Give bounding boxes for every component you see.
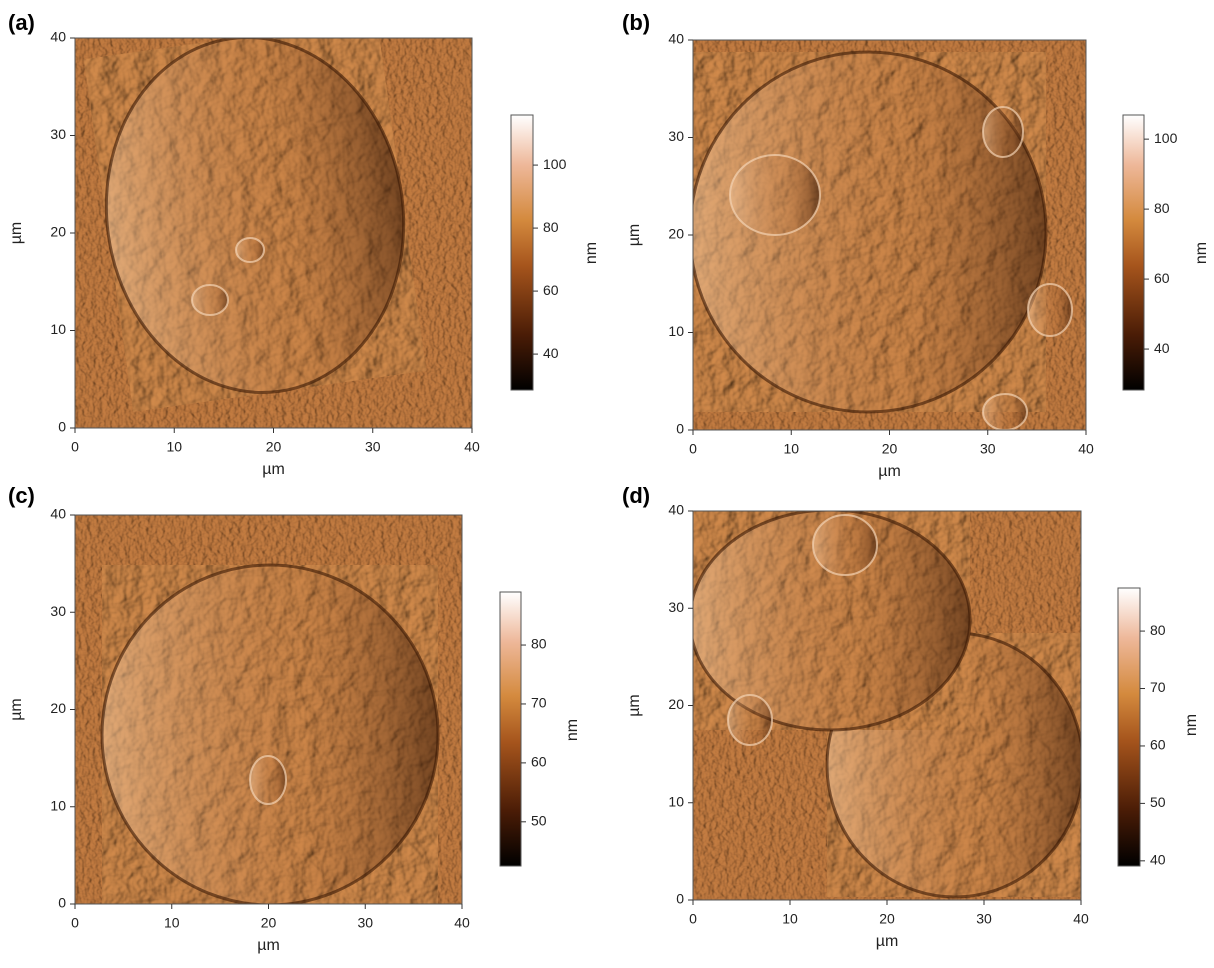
- blob: [728, 695, 772, 745]
- colorbar: [500, 592, 521, 866]
- x-axis-label: µm: [262, 461, 285, 478]
- afm-image: [75, 18, 472, 428]
- y-tick-label: 0: [676, 421, 684, 437]
- x-tick-label: 30: [980, 441, 996, 457]
- colorbar-tick-label: 100: [543, 156, 567, 172]
- y-tick-label: 10: [668, 323, 684, 339]
- colorbar-tick-label: 60: [531, 754, 547, 770]
- colorbar-tick-label: 80: [543, 219, 559, 235]
- colorbar-tick-label: 60: [1154, 270, 1170, 286]
- colorbar-tick-label: 80: [1154, 200, 1170, 216]
- colorbar-tick-label: 80: [531, 636, 547, 652]
- colorbar-tick-label: 60: [543, 282, 559, 298]
- y-axis-label: µm: [626, 224, 643, 247]
- colorbar-label: nm: [564, 719, 581, 741]
- colorbar-label: nm: [1183, 714, 1200, 736]
- colorbar-tick-label: 40: [543, 345, 559, 361]
- y-tick-label: 40: [668, 502, 684, 518]
- y-axis-label: µm: [626, 694, 643, 717]
- y-tick-label: 20: [50, 700, 66, 716]
- x-tick-label: 10: [166, 439, 182, 455]
- colorbar-tick-label: 80: [1150, 622, 1166, 638]
- x-tick-label: 20: [261, 915, 277, 931]
- x-tick-label: 10: [782, 911, 798, 927]
- panel-label: (d): [622, 483, 650, 508]
- afm-image: [690, 40, 1086, 430]
- y-axis-label: µm: [8, 698, 25, 721]
- y-tick-label: 40: [668, 31, 684, 47]
- blob: [250, 756, 286, 804]
- x-tick-label: 10: [164, 915, 180, 931]
- y-tick-label: 40: [50, 29, 66, 45]
- y-axis-label: µm: [8, 222, 25, 245]
- x-tick-label: 20: [879, 911, 895, 927]
- panel-label: (a): [8, 10, 35, 35]
- x-tick-label: 40: [1073, 911, 1089, 927]
- y-tick-label: 20: [50, 224, 66, 240]
- colorbar-tick-label: 50: [1150, 794, 1166, 810]
- colorbar-tick-label: 100: [1154, 130, 1178, 146]
- x-tick-label: 40: [454, 915, 470, 931]
- blob: [983, 394, 1027, 430]
- x-tick-label: 30: [357, 915, 373, 931]
- x-tick-label: 0: [689, 911, 697, 927]
- x-tick-label: 10: [783, 441, 799, 457]
- colorbar-tick-label: 50: [531, 813, 547, 829]
- colorbar-tick-label: 40: [1154, 340, 1170, 356]
- x-tick-label: 0: [71, 439, 79, 455]
- x-axis-label: µm: [257, 937, 280, 954]
- y-tick-label: 0: [58, 895, 66, 911]
- blob: [813, 515, 877, 575]
- colorbar: [511, 115, 533, 390]
- y-tick-label: 10: [668, 793, 684, 809]
- x-tick-label: 0: [71, 915, 79, 931]
- cell-shade: [102, 565, 438, 905]
- page: 010203040010203040µmµm(a)406080100nm0102…: [0, 0, 1214, 968]
- colorbar: [1123, 115, 1144, 390]
- y-tick-label: 30: [668, 599, 684, 615]
- x-tick-label: 0: [689, 441, 697, 457]
- afm-image: [690, 510, 1083, 900]
- panel-label: (c): [8, 483, 35, 508]
- colorbar-label: nm: [583, 242, 600, 264]
- y-tick-label: 40: [50, 506, 66, 522]
- figure: 010203040010203040µmµm(a)406080100nm0102…: [0, 0, 1214, 963]
- blob: [730, 155, 820, 235]
- y-tick-label: 10: [50, 797, 66, 813]
- y-tick-label: 10: [50, 321, 66, 337]
- colorbar-tick-label: 60: [1150, 737, 1166, 753]
- x-tick-label: 40: [1078, 441, 1094, 457]
- blob: [236, 238, 264, 262]
- colorbar-tick-label: 40: [1150, 852, 1166, 868]
- x-tick-label: 40: [464, 439, 480, 455]
- x-tick-label: 20: [882, 441, 898, 457]
- x-axis-label: µm: [876, 933, 899, 950]
- x-tick-label: 30: [365, 439, 381, 455]
- x-tick-label: 30: [976, 911, 992, 927]
- y-tick-label: 20: [668, 696, 684, 712]
- y-tick-label: 0: [676, 891, 684, 907]
- y-tick-label: 30: [668, 128, 684, 144]
- colorbar-tick-label: 70: [1150, 679, 1166, 695]
- y-tick-label: 30: [50, 126, 66, 142]
- y-tick-label: 0: [58, 419, 66, 435]
- colorbar: [1118, 588, 1140, 866]
- afm-image: [75, 515, 462, 905]
- y-tick-label: 30: [50, 603, 66, 619]
- x-tick-label: 20: [266, 439, 282, 455]
- blob: [192, 285, 228, 315]
- panel-label: (b): [622, 10, 650, 35]
- cell-shade: [690, 52, 1046, 412]
- blob: [983, 107, 1023, 157]
- colorbar-tick-label: 70: [531, 695, 547, 711]
- colorbar-label: nm: [1193, 242, 1210, 264]
- x-axis-label: µm: [878, 463, 901, 480]
- y-tick-label: 20: [668, 226, 684, 242]
- blob: [1028, 284, 1072, 336]
